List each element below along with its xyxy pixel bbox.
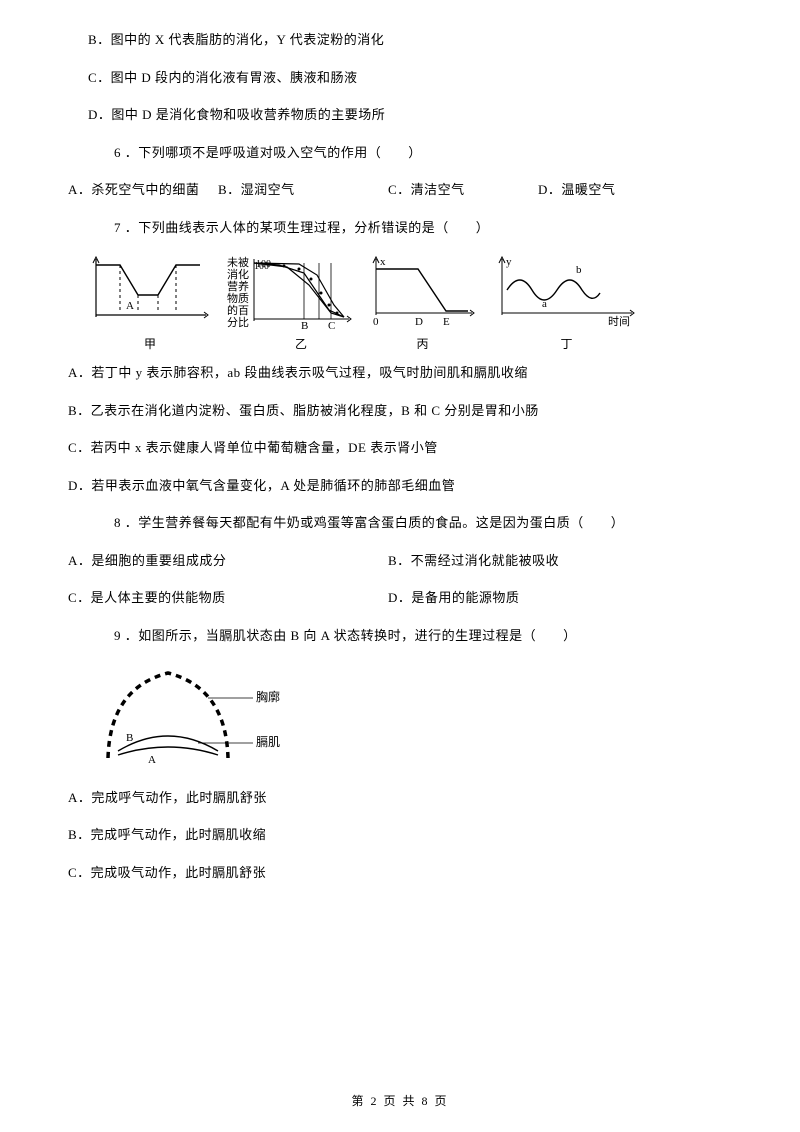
q8-stem: 8 ．学生营养餐每天都配有牛奶或鸡蛋等富含蛋白质的食品。这是因为蛋白质（ ） [68,513,732,533]
q8-opt-d: D．是备用的能源物质 [388,588,732,608]
chart-bing-label: 丙 [416,335,429,353]
q7-figure-row: A 甲 未被 消化 营养 物质 的百 分比 100100BC 乙 x0DE 丙 … [88,255,732,353]
svg-text:0: 0 [373,316,379,328]
svg-text:b: b [576,264,582,276]
q6-stem: 6 ．下列哪项不是呼吸道对吸入空气的作用（ ） [68,143,732,163]
svg-text:B: B [126,732,133,744]
svg-text:a: a [542,298,547,310]
q6-opt-c: C．清洁空气 [388,180,538,200]
q7-opt-b: B．乙表示在消化道内淀粉、蛋白质、脂肪被消化程度，B 和 C 分别是胃和小肠 [68,401,732,421]
q9-opt-b: B．完成呼气动作，此时膈肌收缩 [68,825,732,845]
svg-text:y: y [506,256,512,268]
chart-yi-ylabel: 未被 消化 营养 物质 的百 分比 [227,257,249,329]
svg-text:E: E [443,316,450,328]
q6-opt-a: A．杀死空气中的细菌 [68,180,218,200]
q-prev-opt-b: B．图中的 X 代表脂肪的消化，Y 代表淀粉的消化 [68,30,732,50]
chart-jia: A [88,255,213,329]
svg-text:C: C [328,320,335,329]
q9-stem: 9 ．如图所示，当膈肌状态由 B 向 A 状态转换时，进行的生理过程是（ ） [68,626,732,646]
svg-text:膈肌: 膈肌 [256,735,280,749]
q9-opt-c: C．完成吸气动作，此时膈肌舒张 [68,863,732,883]
svg-text:A: A [126,300,134,312]
svg-text:A: A [148,754,156,766]
page-footer: 第 2 页 共 8 页 [0,1092,800,1110]
chart-jia-label: 甲 [144,335,157,353]
svg-text:胸廓: 胸廓 [256,689,280,704]
chart-yi-label: 乙 [295,335,308,353]
q7-opt-d: D．若甲表示血液中氧气含量变化，A 处是肺循环的肺部毛细血管 [68,476,732,496]
chart-ding: y 时间 a b [492,255,642,329]
q8-opt-c: C．是人体主要的供能物质 [68,588,388,608]
q6-opt-b: B．湿润空气 [218,180,388,200]
q8-opt-a: A．是细胞的重要组成成分 [68,551,388,571]
chart-bing: x 0 D E [368,255,478,329]
q6-opt-d: D．温暖空气 [538,180,688,200]
svg-text:x: x [380,256,386,268]
q-prev-opt-d: D．图中 D 是消化食物和吸收营养物质的主要场所 [68,105,732,125]
svg-text:D: D [415,316,423,328]
chart-yi: 100100BC [249,255,354,329]
svg-text:时间: 时间 [608,315,630,328]
q7-stem: 7 ．下列曲线表示人体的某项生理过程，分析错误的是（ ） [68,218,732,238]
q9-opt-a: A．完成呼气动作，此时膈肌舒张 [68,788,732,808]
q-prev-opt-c: C．图中 D 段内的消化液有胃液、胰液和肠液 [68,68,732,88]
q7-opt-c: C．若丙中 x 表示健康人肾单位中葡萄糖含量，DE 表示肾小管 [68,438,732,458]
chart-diaphragm: B A 胸廓膈肌 [88,663,308,768]
svg-text:B: B [301,320,308,329]
chart-ding-label: 丁 [560,335,573,353]
q7-opt-a: A．若丁中 y 表示肺容积，ab 段曲线表示吸气过程，吸气时肋间肌和膈肌收缩 [68,363,732,383]
q8-opt-b: B．不需经过消化就能被吸收 [388,551,732,571]
